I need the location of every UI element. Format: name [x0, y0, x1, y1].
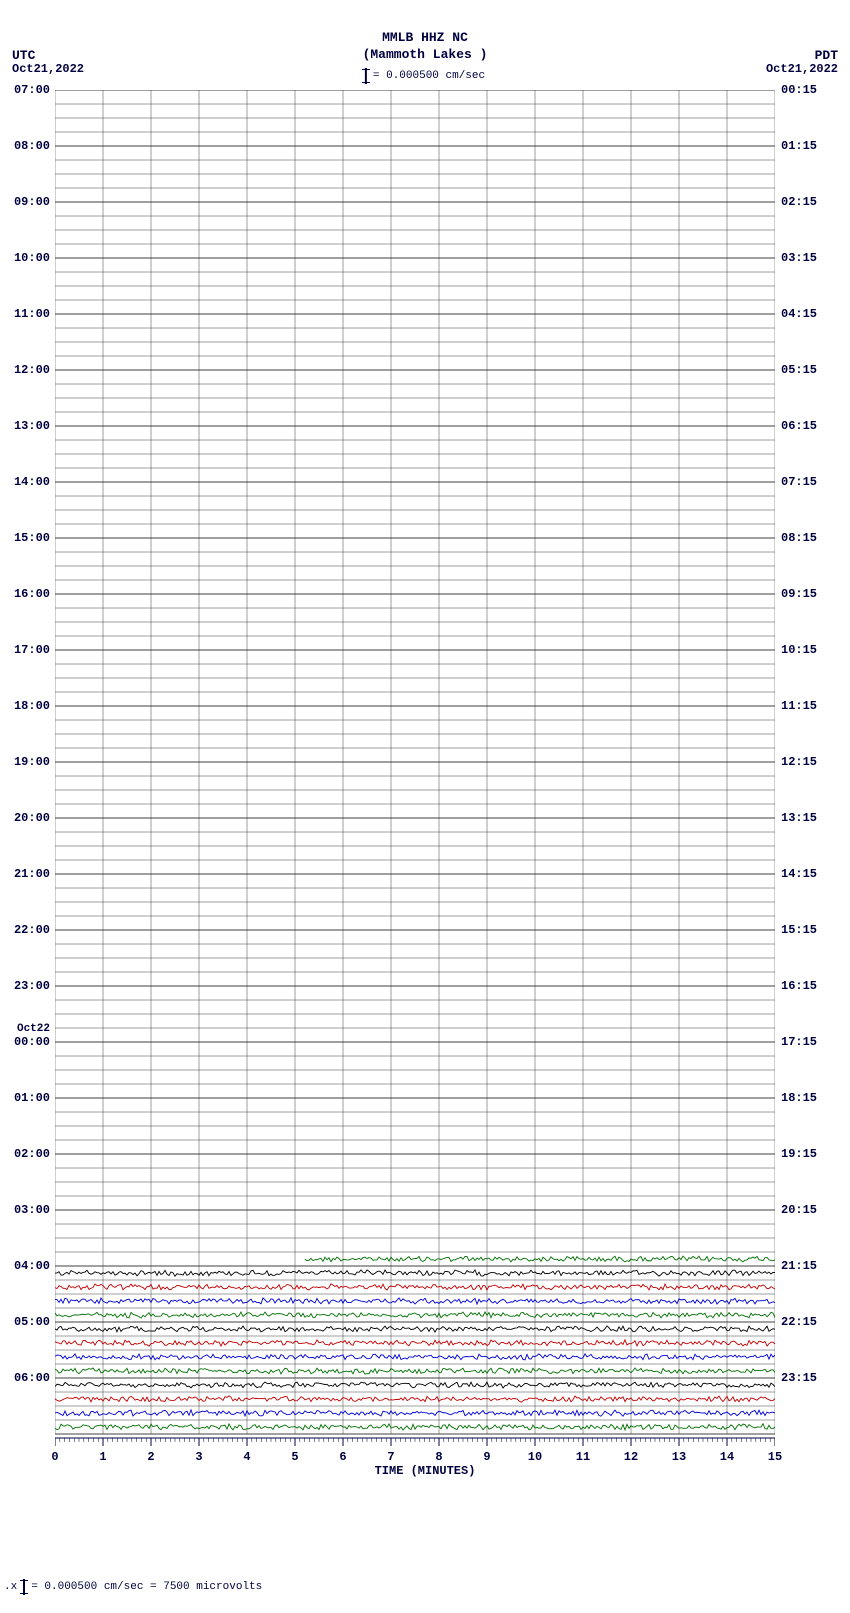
utc-hour-label: 08:00 — [4, 139, 50, 153]
utc-hour-label: 02:00 — [4, 1147, 50, 1161]
minute-tick-label: 7 — [387, 1450, 394, 1464]
utc-hour-label: 14:00 — [4, 475, 50, 489]
pdt-hour-label: 22:15 — [781, 1315, 831, 1329]
pdt-hour-label: 21:15 — [781, 1259, 831, 1273]
pdt-hour-label: 20:15 — [781, 1203, 831, 1217]
scale-text: = 0.000500 cm/sec — [373, 70, 485, 82]
utc-hour-label: 19:00 — [4, 755, 50, 769]
footer-text: = 0.000500 cm/sec = 7500 microvolts — [31, 1581, 262, 1593]
pdt-hour-label: 08:15 — [781, 531, 831, 545]
xaxis-title: TIME (MINUTES) — [375, 1464, 476, 1478]
pdt-hour-label: 06:15 — [781, 419, 831, 433]
pdt-hour-label: 00:15 — [781, 83, 831, 97]
pdt-hour-label: 23:15 — [781, 1371, 831, 1385]
pdt-hour-label: 11:15 — [781, 699, 831, 713]
minute-tick-label: 14 — [720, 1450, 734, 1464]
utc-date-prefix: Oct22 — [4, 1024, 50, 1035]
minute-tick-label: 10 — [528, 1450, 542, 1464]
utc-hour-label: 16:00 — [4, 587, 50, 601]
minute-tick-label: 8 — [435, 1450, 442, 1464]
pdt-hour-label: 12:15 — [781, 755, 831, 769]
station-name: (Mammoth Lakes ) — [0, 47, 850, 64]
utc-hour-label: Oct2200:00 — [4, 1024, 50, 1049]
left-date: Oct21,2022 — [12, 62, 84, 76]
right-timezone: PDT — [815, 48, 838, 63]
utc-hour-label: 10:00 — [4, 251, 50, 265]
seismogram-plot — [55, 90, 775, 1450]
pdt-hour-label: 17:15 — [781, 1035, 831, 1049]
pdt-hour-label: 05:15 — [781, 363, 831, 377]
scale-bar-icon — [23, 1579, 25, 1595]
utc-hour-label: 17:00 — [4, 643, 50, 657]
minute-tick-label: 2 — [147, 1450, 154, 1464]
pdt-hour-label: 18:15 — [781, 1091, 831, 1105]
utc-hour-label: 18:00 — [4, 699, 50, 713]
pdt-hour-label: 19:15 — [781, 1147, 831, 1161]
pdt-hour-label: 04:15 — [781, 307, 831, 321]
footer-prefix: .x — [4, 1581, 17, 1593]
pdt-hour-label: 10:15 — [781, 643, 831, 657]
minute-tick-label: 6 — [339, 1450, 346, 1464]
utc-hour-label: 20:00 — [4, 811, 50, 825]
minute-tick-label: 1 — [99, 1450, 106, 1464]
utc-hour-label: 06:00 — [4, 1371, 50, 1385]
pdt-hour-label: 13:15 — [781, 811, 831, 825]
utc-hour-label: 21:00 — [4, 867, 50, 881]
minute-tick-label: 5 — [291, 1450, 298, 1464]
station-code: MMLB HHZ NC — [0, 30, 850, 47]
minute-tick-label: 9 — [483, 1450, 490, 1464]
utc-hour-label: 05:00 — [4, 1315, 50, 1329]
minute-tick-label: 11 — [576, 1450, 590, 1464]
right-date: Oct21,2022 — [766, 62, 838, 76]
pdt-hour-label: 15:15 — [781, 923, 831, 937]
pdt-hour-label: 14:15 — [781, 867, 831, 881]
utc-hour-label: 12:00 — [4, 363, 50, 377]
pdt-hour-label: 07:15 — [781, 475, 831, 489]
scale-bar-icon — [365, 68, 367, 84]
minute-tick-label: 12 — [624, 1450, 638, 1464]
pdt-hour-label: 16:15 — [781, 979, 831, 993]
minute-tick-label: 13 — [672, 1450, 686, 1464]
pdt-hour-label: 03:15 — [781, 251, 831, 265]
utc-hour-label: 03:00 — [4, 1203, 50, 1217]
utc-hour-label: 01:00 — [4, 1091, 50, 1105]
utc-hour-label: 23:00 — [4, 979, 50, 993]
minute-tick-label: 3 — [195, 1450, 202, 1464]
utc-hour-label: 11:00 — [4, 307, 50, 321]
utc-hour-label: 04:00 — [4, 1259, 50, 1273]
pdt-hour-label: 02:15 — [781, 195, 831, 209]
left-timezone: UTC — [12, 48, 35, 63]
utc-hour-label: 13:00 — [4, 419, 50, 433]
minute-tick-label: 4 — [243, 1450, 250, 1464]
utc-hour-label: 09:00 — [4, 195, 50, 209]
footer-note: .x = 0.000500 cm/sec = 7500 microvolts — [4, 1579, 262, 1595]
utc-hour-label: 07:00 — [4, 83, 50, 97]
utc-hour-label: 22:00 — [4, 923, 50, 937]
header-block: MMLB HHZ NC (Mammoth Lakes ) — [0, 30, 850, 64]
utc-hour-label: 15:00 — [4, 531, 50, 545]
seismogram-page: MMLB HHZ NC (Mammoth Lakes ) = 0.000500 … — [0, 0, 850, 1613]
minute-tick-label: 0 — [51, 1450, 58, 1464]
header-scale: = 0.000500 cm/sec — [365, 68, 485, 84]
pdt-hour-label: 09:15 — [781, 587, 831, 601]
pdt-hour-label: 01:15 — [781, 139, 831, 153]
minute-tick-label: 15 — [768, 1450, 782, 1464]
